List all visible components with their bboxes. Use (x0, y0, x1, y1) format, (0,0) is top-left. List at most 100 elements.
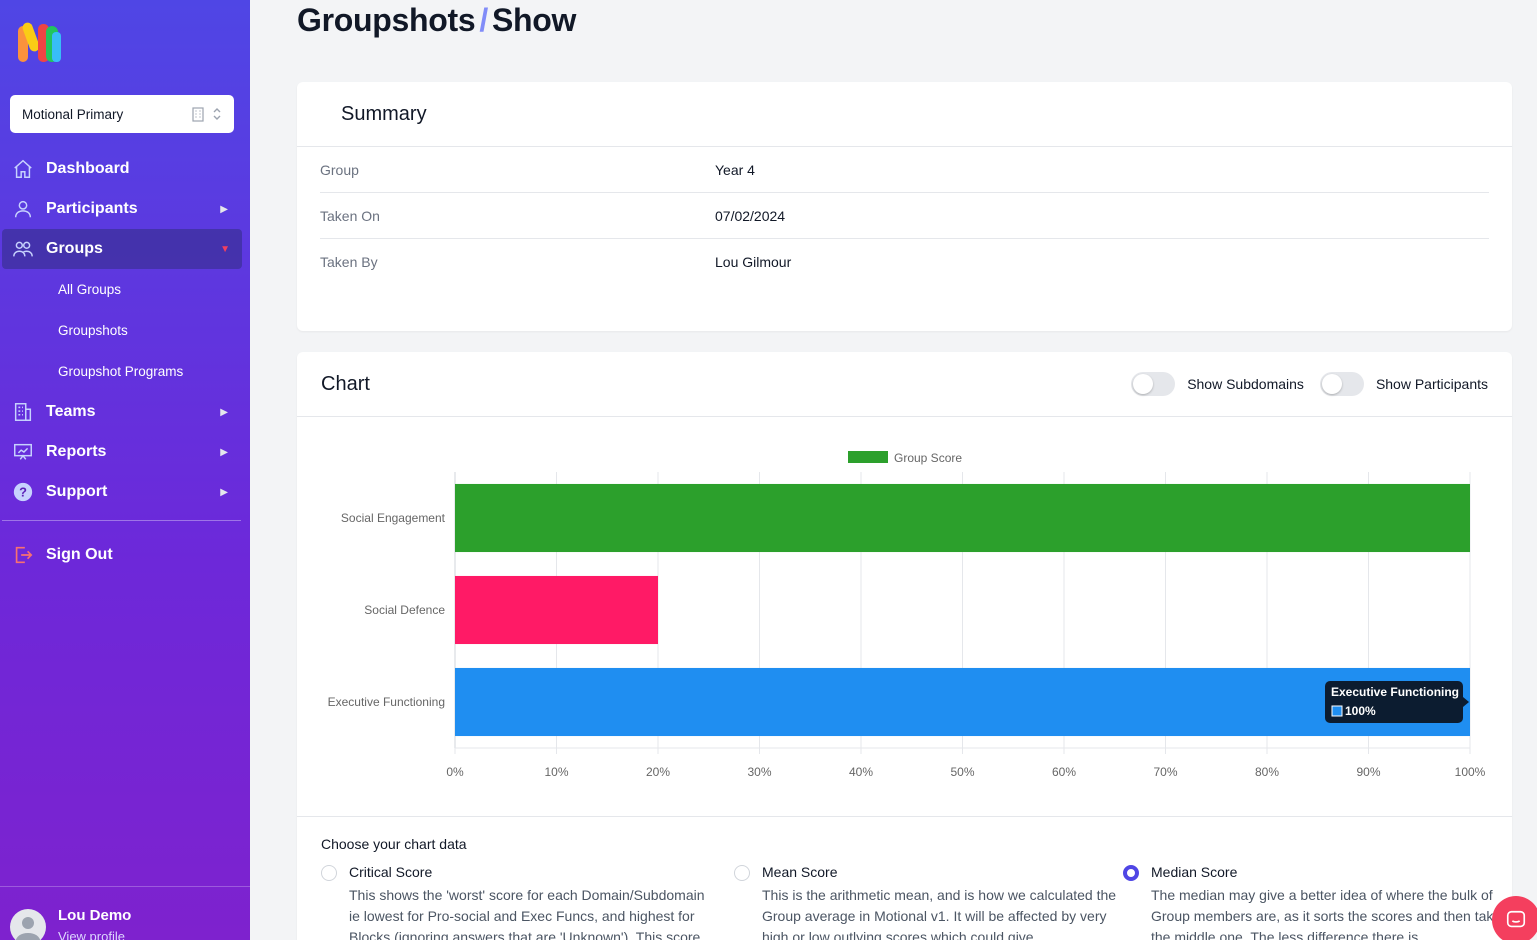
home-icon (12, 158, 34, 180)
breadcrumb-groupshots[interactable]: Groupshots (297, 2, 476, 38)
question-circle-icon: ? (12, 481, 34, 503)
sidebar-item-label: Dashboard (46, 160, 130, 177)
median-score-radio[interactable] (1123, 865, 1139, 881)
x-tick-label: 100% (1455, 765, 1486, 779)
sign-out-label: Sign Out (46, 546, 113, 563)
caret-down-icon: ▼ (220, 243, 230, 255)
mean-score-label: Mean Score (762, 864, 838, 880)
avatar[interactable] (10, 909, 46, 940)
sidebar-item-support[interactable]: ? Support ▶ (0, 472, 250, 512)
breadcrumb-separator: / (479, 2, 488, 38)
sidebar-item-participants[interactable]: Participants ▶ (0, 189, 250, 229)
median-score-description: The median may give a better idea of whe… (1151, 887, 1509, 940)
sidebar-subitem-groupshot-programs[interactable]: Groupshot Programs (58, 364, 184, 379)
sidebar-item-teams[interactable]: Teams ▶ (0, 392, 250, 432)
chart-card-header: Chart Show Subdomains Show Participants (297, 352, 1512, 417)
show-subdomains-toggle[interactable] (1131, 372, 1176, 396)
users-icon (12, 238, 34, 260)
summary-row: Group Year 4 (320, 147, 1489, 193)
sidebar: Motional Primary Dashboard Participants … (0, 0, 250, 940)
x-tick-label: 10% (544, 765, 568, 779)
chevron-updown-icon (213, 108, 221, 120)
motional-logo[interactable] (16, 20, 64, 66)
y-tick-label: Social Defence (364, 603, 445, 617)
sign-out-button[interactable]: Sign Out (0, 535, 250, 575)
critical-score-description: This shows the 'worst' score for each Do… (349, 887, 705, 940)
x-tick-label: 90% (1356, 765, 1380, 779)
chat-button[interactable] (1492, 896, 1537, 940)
sidebar-item-label: Teams (46, 403, 96, 420)
summary-key: Taken By (320, 254, 378, 270)
sidebar-item-label: Reports (46, 443, 107, 460)
sign-out-icon (12, 544, 34, 566)
summary-value: 07/02/2024 (715, 207, 786, 224)
user-profile[interactable]: Lou Demo View profile (0, 886, 250, 940)
page-title: Groupshots / Show (297, 2, 576, 39)
sidebar-item-label: Groups (46, 240, 103, 257)
show-subdomains-label: Show Subdomains (1187, 376, 1304, 392)
building-icon (12, 401, 34, 423)
summary-row: Taken On 07/02/2024 (320, 193, 1489, 239)
sidebar-nav: Dashboard Participants ▶ Groups ▼ All Gr… (0, 149, 250, 575)
chart-card: Chart Show Subdomains Show Participants … (297, 352, 1512, 940)
show-participants-toggle[interactable] (1319, 372, 1364, 396)
summary-value: Lou Gilmour (715, 254, 792, 270)
median-score-label: Median Score (1151, 864, 1238, 880)
summary-row: Taken By Lou Gilmour (320, 239, 1489, 285)
org-selector-value: Motional Primary (22, 106, 124, 122)
tooltip-box (1325, 681, 1463, 723)
x-tick-label: 70% (1153, 765, 1177, 779)
sidebar-item-dashboard[interactable]: Dashboard (0, 149, 250, 189)
summary-key: Group (320, 161, 359, 178)
tooltip-arrow (1463, 697, 1469, 707)
mean-score-radio[interactable] (734, 865, 750, 881)
caret-right-icon: ▶ (220, 406, 228, 418)
mean-score-description: This is the arithmetic mean, and is how … (762, 887, 1117, 940)
x-tick-label: 60% (1052, 765, 1076, 779)
caret-right-icon: ▶ (220, 203, 228, 215)
show-participants-toggle-group: Show Participants (1319, 372, 1488, 396)
caret-right-icon: ▶ (220, 486, 228, 498)
sidebar-divider (2, 520, 241, 521)
divider (297, 816, 1512, 817)
caret-right-icon: ▶ (220, 446, 228, 458)
tooltip-value: 100% (1345, 704, 1376, 718)
summary-value: Year 4 (715, 161, 755, 178)
sidebar-subitem-all-groups[interactable]: All Groups (58, 282, 122, 297)
x-tick-label: 0% (446, 765, 464, 779)
summary-key: Taken On (320, 207, 380, 224)
org-selector[interactable]: Motional Primary (10, 95, 234, 133)
chart-heading: Chart (321, 372, 370, 395)
bar (455, 667, 1470, 737)
y-tick-label: Executive Functioning (328, 695, 445, 709)
x-tick-label: 30% (747, 765, 771, 779)
bar (455, 483, 1470, 553)
x-tick-label: 40% (849, 765, 873, 779)
critical-score-label: Critical Score (349, 864, 433, 880)
presentation-chart-icon (12, 441, 34, 463)
sidebar-item-groups[interactable]: Groups ▼ (2, 229, 242, 269)
critical-score-radio[interactable] (321, 865, 337, 881)
breadcrumb-show: Show (491, 2, 577, 38)
sidebar-item-label: Support (46, 483, 108, 500)
show-participants-label: Show Participants (1375, 376, 1488, 392)
legend-swatch (848, 451, 888, 463)
tooltip-title: Executive Functioning (1331, 685, 1459, 699)
group-score-chart: 0% 10% 20% 30% 40% 50% 60% 70% 80% 90% 100% Group S… (328, 451, 1486, 779)
sidebar-item-label: Participants (46, 200, 138, 217)
sidebar-item-reports[interactable]: Reports ▶ (0, 432, 250, 472)
summary-heading: Summary (297, 82, 1512, 147)
summary-list: Group Year 4 Taken On 07/02/2024 Taken B… (297, 147, 1512, 285)
sidebar-subitem-groupshots[interactable]: Groupshots (58, 323, 128, 338)
view-profile-link[interactable]: View profile (58, 929, 125, 940)
chat-icon (1506, 910, 1526, 928)
tooltip-swatch (1331, 705, 1343, 717)
x-tick-label: 50% (950, 765, 974, 779)
building-icon (192, 107, 204, 122)
user-name: Lou Demo (58, 907, 132, 924)
chart-data-chooser-title: Choose your chart data (321, 836, 467, 852)
x-tick-label: 20% (646, 765, 670, 779)
svg-text:?: ? (19, 485, 27, 500)
summary-card: Summary Group Year 4 Taken On 07/02/2024… (297, 82, 1512, 331)
user-icon (12, 198, 34, 220)
